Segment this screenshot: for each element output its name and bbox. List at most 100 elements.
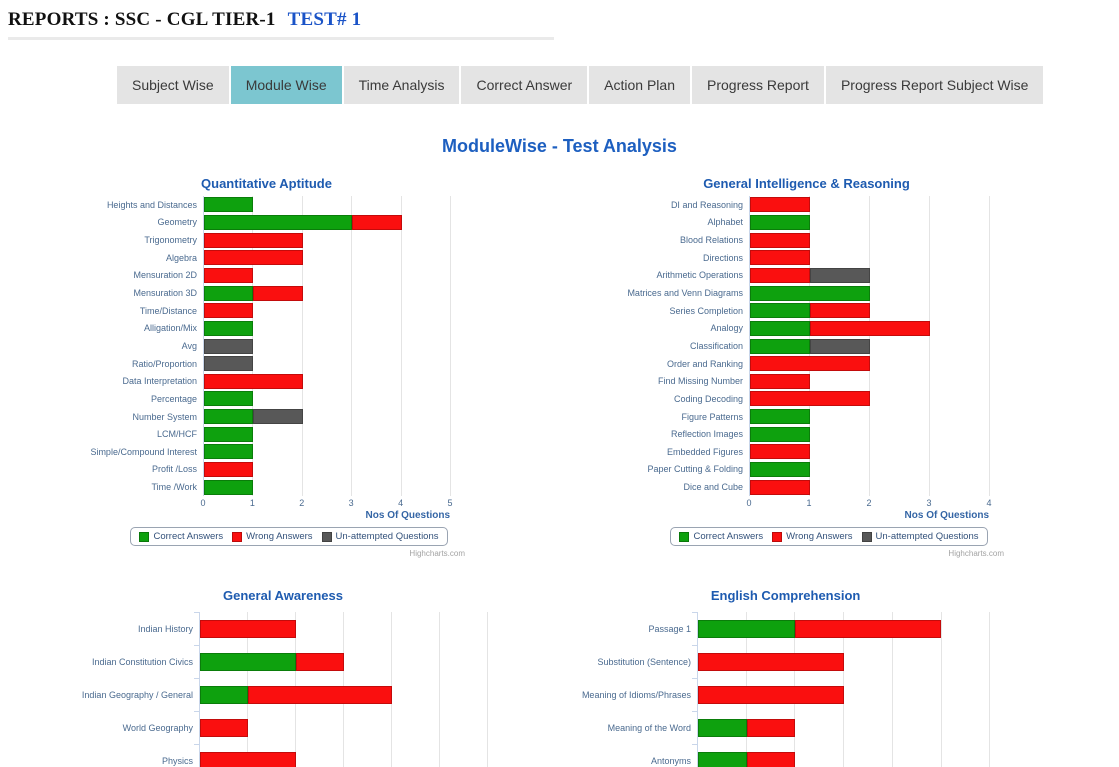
category-label: Antonyms	[650, 755, 691, 766]
bar-wrong-answers[interactable]	[746, 751, 796, 767]
bar-wrong-answers[interactable]	[204, 462, 254, 478]
bar-un-attempted-questions[interactable]	[204, 338, 254, 354]
bar-correct-answers[interactable]	[204, 197, 254, 213]
category-axis-tick	[692, 645, 697, 646]
bar-correct-answers[interactable]	[750, 320, 810, 336]
bar-wrong-answers[interactable]	[698, 652, 845, 671]
highcharts-credits-link[interactable]: Highcharts.com	[948, 549, 1004, 559]
bar-wrong-answers[interactable]	[200, 619, 296, 638]
bar-correct-answers[interactable]	[750, 303, 810, 319]
bar-correct-answers[interactable]	[750, 214, 810, 230]
tab-action-plan[interactable]: Action Plan	[589, 66, 690, 104]
tab-progress-report[interactable]: Progress Report	[692, 66, 824, 104]
category-label: Algebra	[165, 252, 197, 263]
bar-wrong-answers[interactable]	[698, 685, 845, 704]
bar-correct-answers[interactable]	[750, 285, 870, 301]
x-tick-label: 3	[926, 498, 932, 509]
legend-item-wrong-answers[interactable]: Wrong Answers	[232, 531, 313, 543]
bar-correct-answers[interactable]	[200, 652, 296, 671]
legend-label: Correct Answers	[693, 531, 764, 543]
bar-wrong-answers[interactable]	[810, 320, 930, 336]
bar-correct-answers[interactable]	[204, 320, 254, 336]
bar-wrong-answers[interactable]	[750, 391, 870, 407]
legend-swatch-un-attempted-questions	[321, 531, 332, 542]
chart-general-awareness: General Awareness Indian History Indian Co…	[79, 588, 488, 767]
bar-correct-answers[interactable]	[200, 685, 248, 704]
legend-item-un-attempted-questions[interactable]: Un-attempted Questions	[321, 531, 439, 542]
category-axis-tick	[194, 612, 199, 613]
bar-wrong-answers[interactable]	[296, 652, 344, 671]
chart-title: Quantitative Aptitude	[201, 176, 332, 191]
category-label: Number System	[132, 411, 197, 422]
tab-subject-wise[interactable]: Subject Wise	[117, 66, 229, 104]
legend-item-un-attempted-questions[interactable]: Un-attempted Questions	[861, 531, 979, 542]
bar-wrong-answers[interactable]	[204, 232, 303, 248]
category-label: Heights and Distances	[106, 199, 197, 210]
bar-correct-answers[interactable]	[204, 444, 254, 460]
bar-wrong-answers[interactable]	[750, 479, 810, 495]
x-tick-label: 0	[746, 498, 752, 509]
bar-wrong-answers[interactable]	[750, 197, 810, 213]
bar-correct-answers[interactable]	[750, 409, 810, 425]
bar-correct-answers[interactable]	[750, 462, 810, 478]
highcharts-credits-link[interactable]: Highcharts.com	[409, 549, 465, 559]
bar-wrong-answers[interactable]	[750, 373, 810, 389]
bar-correct-answers[interactable]	[698, 751, 747, 767]
bar-correct-answers[interactable]	[204, 479, 254, 495]
category-label: Avg	[181, 340, 197, 351]
bar-correct-answers[interactable]	[204, 214, 353, 230]
chart-title: General Awareness	[223, 588, 343, 603]
bar-correct-answers[interactable]	[204, 409, 254, 425]
category-label: Alligation/Mix	[143, 323, 197, 334]
bar-un-attempted-questions[interactable]	[204, 356, 254, 372]
bar-wrong-answers[interactable]	[204, 373, 303, 389]
bar-wrong-answers[interactable]	[200, 718, 248, 737]
bar-correct-answers[interactable]	[750, 426, 810, 442]
chart-plot-body: Heights and Distances Geometry Trigonometr…	[83, 196, 495, 497]
bar-correct-answers[interactable]	[204, 285, 254, 301]
bar-wrong-answers[interactable]	[795, 619, 942, 638]
bar-wrong-answers[interactable]	[352, 214, 402, 230]
category-label: Coding Decoding	[673, 393, 743, 404]
category-label: Analogy	[710, 323, 743, 334]
bar-un-attempted-questions[interactable]	[810, 338, 870, 354]
bar-wrong-answers[interactable]	[746, 718, 796, 737]
bar-wrong-answers[interactable]	[248, 685, 392, 704]
category-label: Paper Cutting & Folding	[647, 464, 743, 475]
category-label: Meaning of the Word	[607, 722, 691, 733]
bar-un-attempted-questions[interactable]	[253, 409, 303, 425]
bar-correct-answers[interactable]	[750, 338, 810, 354]
bar-wrong-answers[interactable]	[750, 232, 810, 248]
tab-time-analysis[interactable]: Time Analysis	[343, 66, 460, 104]
legend-item-correct-answers[interactable]: Correct Answers	[679, 531, 763, 542]
tab-correct-answer[interactable]: Correct Answer	[461, 66, 588, 104]
category-label: Trigonometry	[144, 235, 197, 246]
tab-module-wise[interactable]: Module Wise	[230, 66, 342, 104]
tab-progress-report-subject-wise[interactable]: Progress Report Subject Wise	[825, 66, 1044, 104]
legend-label: Correct Answers	[153, 531, 224, 543]
bar-correct-answers[interactable]	[698, 718, 747, 737]
bar-wrong-answers[interactable]	[750, 250, 810, 266]
legend-item-wrong-answers[interactable]: Wrong Answers	[772, 531, 853, 542]
bar-correct-answers[interactable]	[698, 619, 796, 638]
bar-wrong-answers[interactable]	[253, 285, 303, 301]
bar-wrong-answers[interactable]	[810, 303, 870, 319]
bar-wrong-answers[interactable]	[750, 356, 870, 372]
bar-correct-answers[interactable]	[204, 426, 254, 442]
legend-label: Wrong Answers	[246, 531, 313, 543]
legend-item-correct-answers[interactable]: Correct Answers	[139, 531, 223, 542]
bar-wrong-answers[interactable]	[200, 751, 296, 767]
bar-wrong-answers[interactable]	[750, 444, 810, 460]
gridline	[929, 196, 930, 497]
bar-correct-answers[interactable]	[204, 391, 254, 407]
bar-wrong-answers[interactable]	[204, 267, 254, 283]
legend: Correct Answers Wrong Answers Un-attempted…	[83, 527, 495, 547]
category-axis-tick	[692, 711, 697, 712]
chart-quantitative-aptitude: Quantitative Aptitude Heights and Distanc…	[83, 176, 495, 558]
category-axis-tick	[692, 678, 697, 679]
bar-wrong-answers[interactable]	[750, 267, 810, 283]
x-axis-title: Nos Of Questions	[365, 510, 450, 522]
bar-un-attempted-questions[interactable]	[810, 267, 870, 283]
bar-wrong-answers[interactable]	[204, 250, 303, 266]
bar-wrong-answers[interactable]	[204, 303, 254, 319]
